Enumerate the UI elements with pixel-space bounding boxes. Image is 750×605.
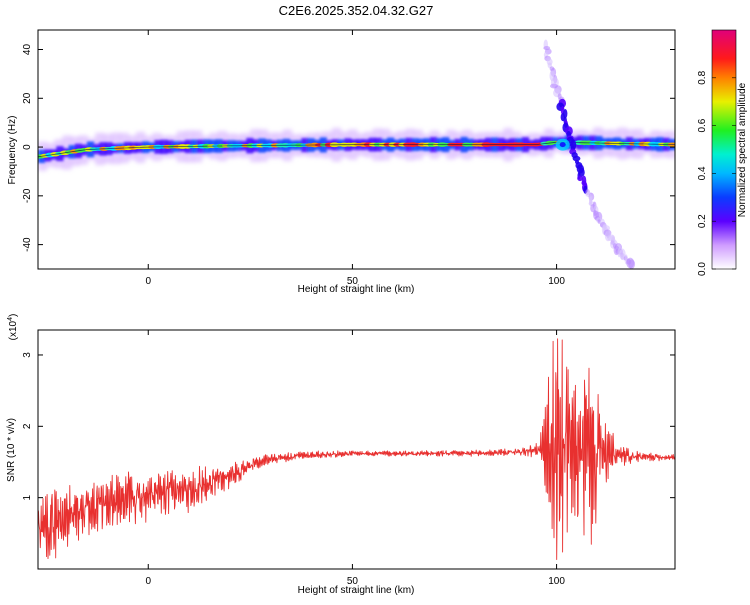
snr-series <box>38 338 675 560</box>
y-tick-label: -40 <box>22 237 33 252</box>
snr-x-ticks: 0 50 100 <box>145 330 565 587</box>
streak-blob <box>628 259 636 269</box>
svg-text:(x104): (x104) <box>7 314 19 341</box>
spectrogram-image <box>38 39 675 269</box>
colorbar-label: Normalized spectral amplitude <box>737 82 748 217</box>
x-tick-label: 100 <box>548 576 565 587</box>
crossing-streak <box>543 39 636 269</box>
streak-blob <box>577 175 583 182</box>
chart-title: C2E6.2025.352.04.32.G27 <box>279 3 434 18</box>
snr-line <box>38 338 675 560</box>
spectrogram-x-ticks: 0 50 100 <box>145 30 565 287</box>
colorbar-tick-label: 0.0 <box>697 262 708 276</box>
colorbar-tick-label: 0.6 <box>697 118 708 132</box>
y-tick-label: 2 <box>22 423 33 429</box>
x-tick-label: 50 <box>347 276 359 287</box>
colorbar: 0.0 0.2 0.4 0.6 0.8 Normalized spectral ampl… <box>697 29 748 276</box>
snr-y-label: SNR (10 * v/v) <box>6 418 17 482</box>
snr-scale-exponent: 4 <box>7 317 14 321</box>
spectrogram-panel: 0 50 100 -40 -20 0 20 40 Height of straight li… <box>7 29 676 295</box>
x-tick-label: 50 <box>347 576 359 587</box>
snr-frame <box>37 329 676 570</box>
colorbar-ticks: 0.0 0.2 0.4 0.6 0.8 <box>697 70 736 276</box>
spectrogram-y-label: Frequency (Hz) <box>7 116 18 185</box>
colorbar-tick-label: 0.4 <box>697 166 708 180</box>
y-tick-label: 40 <box>22 44 33 56</box>
snr-panel: 0 50 100 123 Height of straight line (km) … <box>6 314 676 596</box>
snr-scale-prefix: (x10 <box>8 320 19 340</box>
spectrogram-x-label: Height of straight line (km) <box>298 284 415 295</box>
snr-scale-label: (x104) <box>7 314 19 341</box>
y-tick-label: 0 <box>22 144 33 150</box>
x-tick-label: 0 <box>145 576 151 587</box>
ridge-core <box>38 140 675 159</box>
crossing-hotspot-core <box>559 142 566 148</box>
y-tick-label: -20 <box>22 188 33 203</box>
y-tick-label: 3 <box>22 352 33 358</box>
colorbar-tick-label: 0.8 <box>697 70 708 84</box>
x-tick-label: 0 <box>145 276 151 287</box>
y-tick-label: 20 <box>22 92 33 104</box>
x-tick-label: 100 <box>548 276 565 287</box>
colorbar-tick-label: 0.2 <box>697 214 708 228</box>
y-tick-label: 1 <box>22 494 33 500</box>
colorbar-gradient <box>711 29 737 270</box>
spectrogram-frame <box>37 29 676 270</box>
snr-x-label: Height of straight line (km) <box>298 585 415 596</box>
snr-y-ticks: 1 2 3 <box>22 352 675 500</box>
snr-scale-suffix: ) <box>8 314 19 317</box>
spectrogram-y-ticks: -40 -20 0 20 40 <box>22 44 675 252</box>
streak-blob <box>572 155 581 162</box>
